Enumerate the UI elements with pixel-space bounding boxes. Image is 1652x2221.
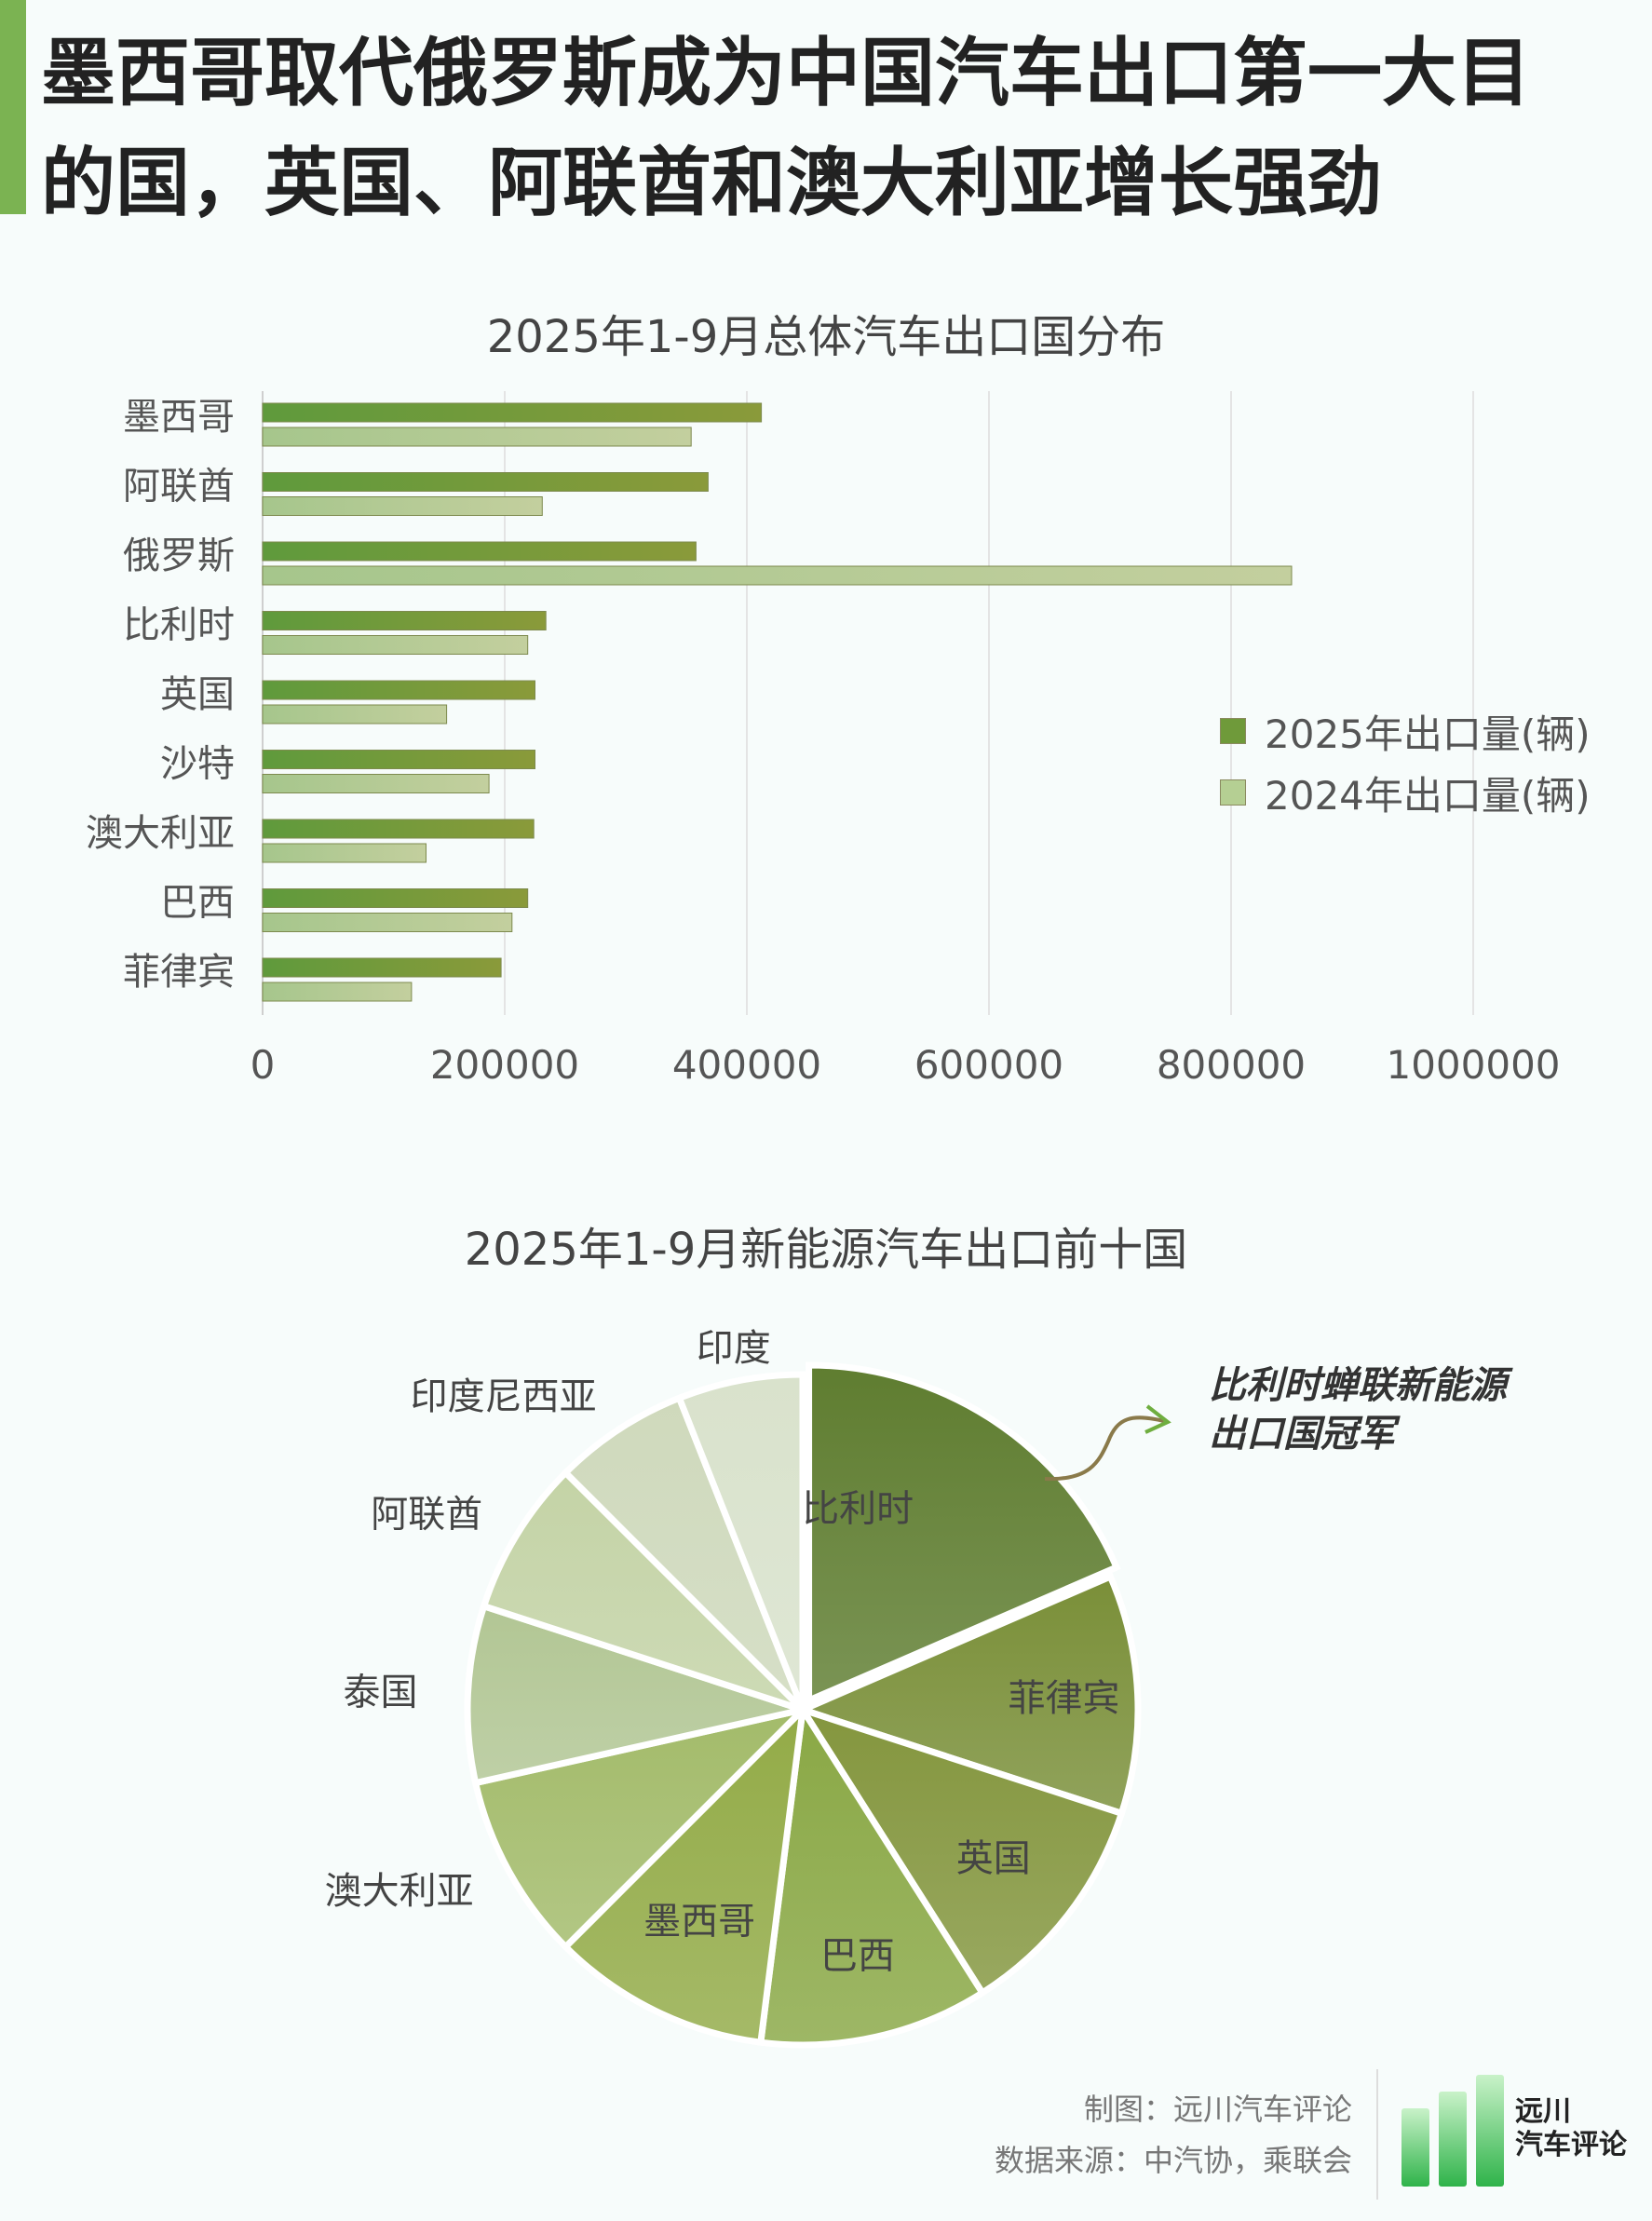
x-tick-label: 800000 bbox=[1157, 1042, 1306, 1088]
category-label: 阿联酋 bbox=[123, 466, 235, 508]
x-tick-label: 400000 bbox=[672, 1042, 821, 1088]
bar-2025 bbox=[262, 750, 535, 769]
pie-slice-label: 墨西哥 bbox=[643, 1900, 755, 1943]
bar-2025 bbox=[262, 472, 709, 492]
category-label: 巴西 bbox=[160, 882, 235, 925]
x-tick-label: 0 bbox=[251, 1042, 276, 1088]
annotation-arrow bbox=[1044, 1415, 1165, 1482]
legend-item-2025: 2025年出口量(辆) bbox=[1220, 700, 1591, 762]
pie-slice bbox=[794, 1703, 1126, 1998]
bar-2024 bbox=[262, 496, 543, 516]
x-tick-label: 200000 bbox=[430, 1042, 579, 1088]
category-label: 比利时 bbox=[123, 604, 235, 647]
category-label: 墨西哥 bbox=[123, 396, 235, 439]
bar-2024 bbox=[262, 843, 427, 863]
legend-label-2024: 2024年出口量(辆) bbox=[1265, 772, 1591, 819]
pie-slice bbox=[561, 1393, 806, 1713]
brand-logo: 远川 汽车评论 bbox=[1401, 2075, 1644, 2187]
pie-slice bbox=[674, 1371, 806, 1712]
bar-chart-title: 2025年1-9月总体汽车出口国分布 bbox=[486, 311, 1166, 363]
bar-2025 bbox=[262, 680, 535, 700]
category-label: 沙特 bbox=[160, 743, 235, 786]
category-label: 俄罗斯 bbox=[123, 535, 235, 577]
annotation-line-2: 出口国冠军 bbox=[1209, 1413, 1395, 1456]
bar-2025 bbox=[262, 819, 535, 839]
legend-swatch-2025 bbox=[1220, 718, 1246, 744]
pie-slice bbox=[480, 1468, 806, 1713]
bar-2025 bbox=[262, 888, 529, 908]
annotation-arrowhead bbox=[1144, 1404, 1171, 1434]
logo-line-1: 远川 bbox=[1515, 2095, 1571, 2128]
bar-2024 bbox=[262, 635, 529, 655]
pie-slice-label: 澳大利亚 bbox=[325, 1870, 474, 1913]
pie-slice-label: 英国 bbox=[956, 1837, 1031, 1880]
pie-annotation: 比利时蝉联新能源 出口国冠军 bbox=[1209, 1361, 1507, 1458]
category-label: 澳大利亚 bbox=[86, 812, 235, 855]
bar-2025 bbox=[262, 957, 502, 978]
logo-bar-1 bbox=[1401, 2108, 1429, 2187]
bar-2024 bbox=[262, 704, 448, 725]
bar-2024 bbox=[262, 913, 513, 932]
footer-maker: 制图：远川汽车评论 bbox=[1083, 2092, 1352, 2127]
bar-legend: 2025年出口量(辆) 2024年出口量(辆) bbox=[1220, 700, 1591, 823]
pie-slice-label: 泰国 bbox=[343, 1671, 417, 1713]
pie-slice bbox=[464, 1602, 816, 1787]
bar-2025 bbox=[262, 402, 763, 423]
bar-2025 bbox=[262, 541, 697, 562]
pie-slice-label: 菲律宾 bbox=[1008, 1677, 1119, 1720]
bar-2024 bbox=[262, 774, 490, 793]
pie-slice-label: 印度尼西亚 bbox=[411, 1375, 597, 1418]
logo-bar-2 bbox=[1439, 2092, 1467, 2187]
accent-bar bbox=[0, 0, 26, 214]
pie-slice bbox=[561, 1700, 807, 2047]
category-label: 菲律宾 bbox=[123, 951, 235, 994]
pie-slice bbox=[756, 1700, 987, 2049]
pie-slice-label: 印度 bbox=[697, 1327, 771, 1370]
pie-slice-label: 比利时 bbox=[802, 1487, 914, 1530]
bar-2024 bbox=[262, 982, 413, 1002]
legend-item-2024: 2024年出口量(辆) bbox=[1220, 762, 1591, 823]
footer-divider bbox=[1376, 2069, 1378, 2200]
category-label: 英国 bbox=[160, 673, 235, 716]
bar-chart: 0 200000 400000 600000 800000 1000000 墨西哥阿联酋俄罗… bbox=[86, 391, 1561, 1088]
logo-text: 远川 汽车评论 bbox=[1515, 2095, 1627, 2162]
pie-slice-label: 巴西 bbox=[820, 1934, 895, 1977]
pie-chart-title: 2025年1-9月新能源汽车出口前十国 bbox=[464, 1224, 1188, 1276]
logo-bar-3 bbox=[1476, 2075, 1504, 2187]
annotation-line-1: 比利时蝉联新能源 bbox=[1209, 1364, 1507, 1407]
pie-slice bbox=[471, 1703, 813, 1952]
logo-line-2: 汽车评论 bbox=[1515, 2129, 1627, 2161]
bar-2025 bbox=[262, 611, 547, 630]
bar-2024 bbox=[262, 427, 692, 447]
legend-label-2025: 2025年出口量(辆) bbox=[1265, 711, 1591, 757]
pie-slice-label: 阿联酋 bbox=[371, 1493, 482, 1536]
pie-slice bbox=[793, 1572, 1142, 1818]
footer-source: 数据来源：中汽协，乘联会 bbox=[994, 2143, 1352, 2178]
legend-swatch-2024 bbox=[1220, 779, 1246, 806]
headline: 墨西哥取代俄罗斯成为中国汽车出口第一大目的国，英国、阿联酋和澳大利亚增长强劲 bbox=[41, 30, 1531, 226]
pie-slice bbox=[806, 1361, 1121, 1706]
bar-2024 bbox=[262, 565, 1293, 586]
x-tick-label: 600000 bbox=[914, 1042, 1063, 1088]
x-tick-label: 1000000 bbox=[1386, 1042, 1560, 1088]
